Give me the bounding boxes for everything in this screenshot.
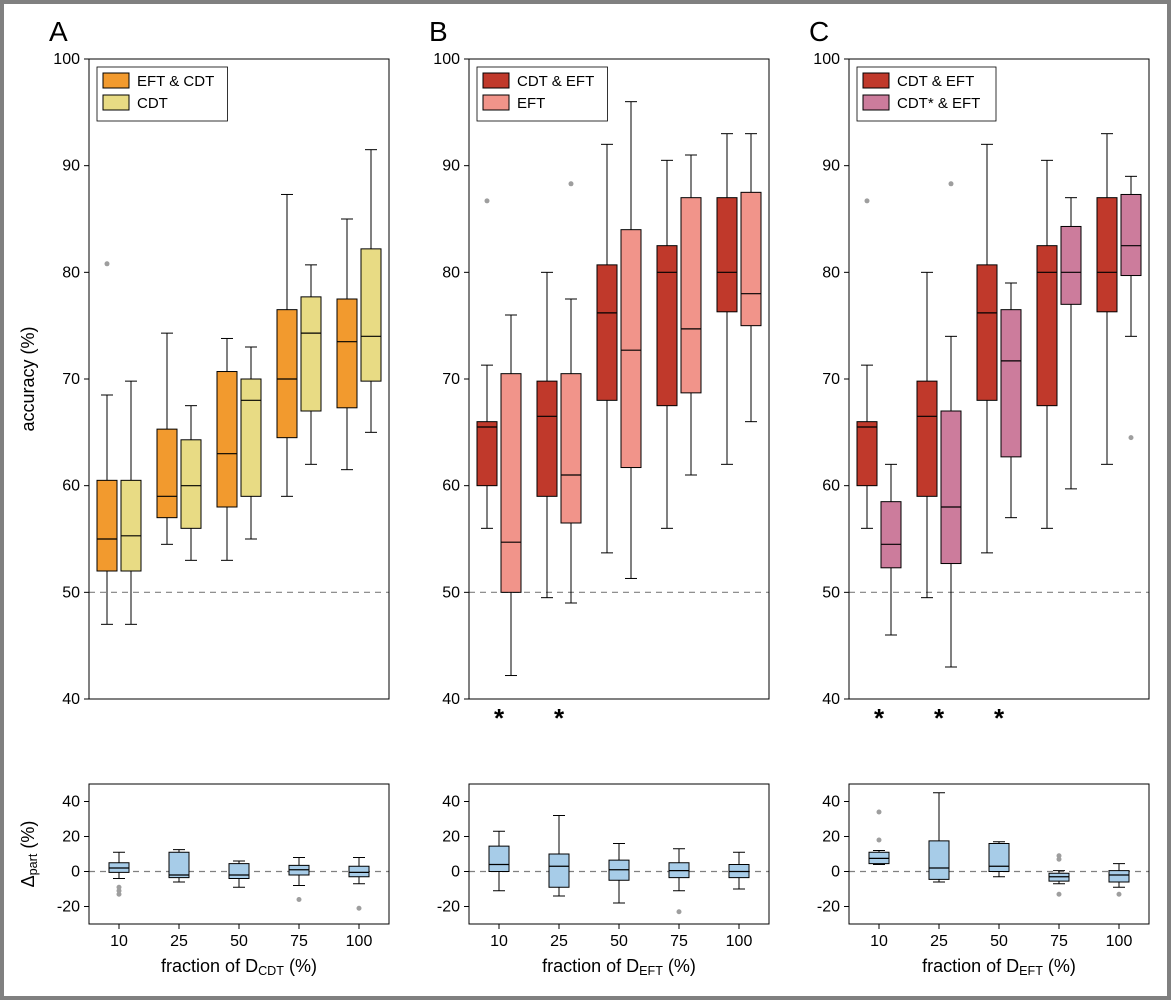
ytick-label: 100 <box>433 51 460 68</box>
panel-label: A <box>49 16 68 47</box>
xtick-label: 10 <box>490 933 508 950</box>
ytick-label: 90 <box>62 158 80 175</box>
ytick-label: 70 <box>62 371 80 388</box>
legend-label: EFT <box>517 95 545 112</box>
significance-star: * <box>934 703 945 733</box>
ytick-label: 40 <box>822 794 840 811</box>
ytick-label: 70 <box>442 371 460 388</box>
xtick-label: 75 <box>290 933 308 950</box>
figure-svg: A405060708090100accuracy (%)EFT & CDTCDT… <box>4 4 1167 996</box>
xtick-label: 10 <box>110 933 128 950</box>
bottom-boxplot-group <box>869 793 1129 897</box>
ytick-label: 0 <box>71 864 80 881</box>
ytick-label: 50 <box>822 584 840 601</box>
significance-star: * <box>994 703 1005 733</box>
xtick-label: 50 <box>990 933 1008 950</box>
bottom-boxplot-group <box>109 850 369 911</box>
x-axis-label: fraction of DEFT (%) <box>542 956 696 978</box>
ytick-label: 50 <box>442 584 460 601</box>
xtick-label: 50 <box>610 933 628 950</box>
ytick-label: -20 <box>57 899 80 916</box>
top-boxplot-group <box>97 150 381 625</box>
xtick-label: 100 <box>726 933 753 950</box>
ytick-label: 40 <box>442 794 460 811</box>
top-boxplot-group <box>857 134 1141 667</box>
xtick-label: 50 <box>230 933 248 950</box>
xtick-label: 100 <box>346 933 373 950</box>
legend-swatch <box>863 73 889 88</box>
ytick-label: 60 <box>62 478 80 495</box>
ytick-label: 50 <box>62 584 80 601</box>
legend-label: CDT* & EFT <box>897 95 980 112</box>
significance-star: * <box>494 703 505 733</box>
ytick-label: 40 <box>62 794 80 811</box>
ytick-label: 90 <box>822 158 840 175</box>
legend-swatch <box>483 95 509 110</box>
xtick-label: 25 <box>930 933 948 950</box>
legend-swatch <box>103 73 129 88</box>
xtick-label: 75 <box>1050 933 1068 950</box>
xtick-label: 25 <box>550 933 568 950</box>
ytick-label: 80 <box>62 264 80 281</box>
x-axis-label: fraction of DCDT (%) <box>161 956 317 978</box>
ytick-label: 0 <box>831 864 840 881</box>
ytick-label: 20 <box>442 829 460 846</box>
xtick-label: 25 <box>170 933 188 950</box>
legend-label: CDT <box>137 95 168 112</box>
x-axis-label: fraction of DEFT (%) <box>922 956 1076 978</box>
bottom-boxplot-group <box>489 816 749 915</box>
legend-swatch <box>103 95 129 110</box>
ytick-label: 60 <box>822 478 840 495</box>
ytick-label: 40 <box>62 691 80 708</box>
ytick-label: 20 <box>62 829 80 846</box>
ytick-label: 70 <box>822 371 840 388</box>
top-boxplot-group <box>477 102 761 676</box>
ytick-label: 40 <box>442 691 460 708</box>
ytick-label: -20 <box>437 899 460 916</box>
significance-star: * <box>554 703 565 733</box>
legend-label: CDT & EFT <box>517 73 594 90</box>
significance-star: * <box>874 703 885 733</box>
ytick-label: -20 <box>817 899 840 916</box>
legend-swatch <box>483 73 509 88</box>
panel-label: B <box>429 16 448 47</box>
ytick-label: 100 <box>53 51 80 68</box>
legend-label: EFT & CDT <box>137 73 214 90</box>
panel-label: C <box>809 16 829 47</box>
ytick-label: 60 <box>442 478 460 495</box>
legend-label: CDT & EFT <box>897 73 974 90</box>
ytick-label: 80 <box>822 264 840 281</box>
ytick-label: 90 <box>442 158 460 175</box>
figure-container: A405060708090100accuracy (%)EFT & CDTCDT… <box>0 0 1171 1000</box>
xtick-label: 100 <box>1106 933 1133 950</box>
y-axis-label: accuracy (%) <box>18 326 38 431</box>
ytick-label: 80 <box>442 264 460 281</box>
y-axis-label-bottom: Δpart (%) <box>18 821 40 888</box>
ytick-label: 20 <box>822 829 840 846</box>
ytick-label: 100 <box>813 51 840 68</box>
xtick-label: 10 <box>870 933 888 950</box>
legend-swatch <box>863 95 889 110</box>
ytick-label: 0 <box>451 864 460 881</box>
xtick-label: 75 <box>670 933 688 950</box>
ytick-label: 40 <box>822 691 840 708</box>
